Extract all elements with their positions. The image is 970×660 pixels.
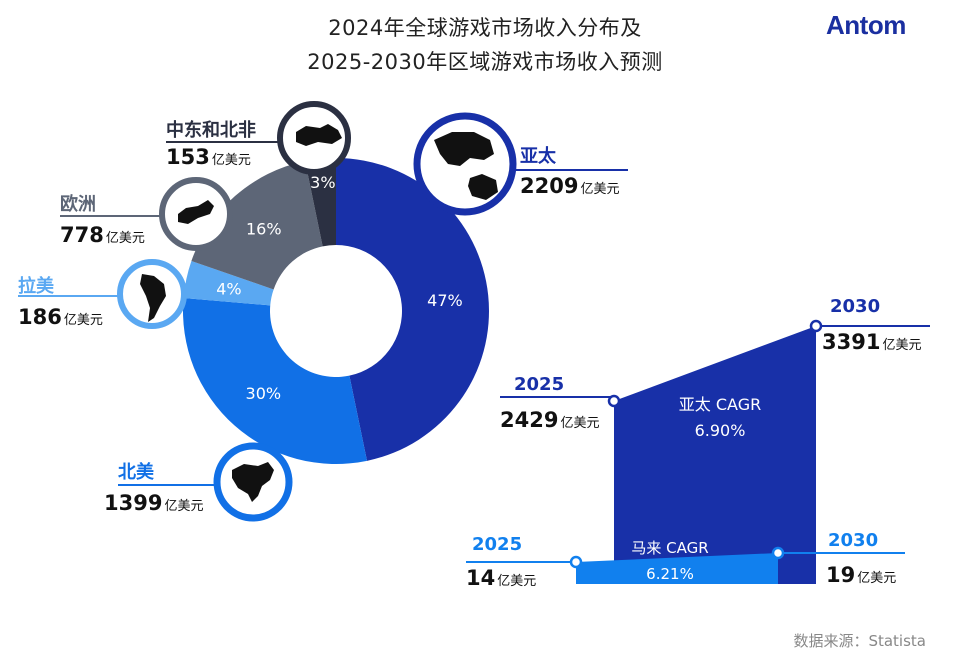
latin-america-map-icon bbox=[117, 259, 187, 329]
latam-label: 拉美 bbox=[18, 276, 54, 297]
mena-value: 153 亿美元 bbox=[166, 145, 251, 169]
middle-east-africa-map-icon bbox=[277, 101, 351, 175]
donut-pct-label-europe: 16% bbox=[246, 220, 282, 239]
apac-cagr-label: 亚太 CAGR bbox=[678, 395, 762, 414]
donut-slice-europe bbox=[191, 161, 323, 290]
my-cagr-value: 6.21% bbox=[646, 565, 694, 583]
north-america-map-icon bbox=[213, 442, 293, 522]
antom-logo: Antom bbox=[826, 10, 906, 40]
my-cagr-annotation: 马来 CAGR 6.21% bbox=[590, 535, 750, 587]
apac-value: 2209 亿美元 bbox=[520, 174, 620, 198]
asia-pacific-map-icon bbox=[413, 112, 517, 216]
my-2030-year: 2030 bbox=[828, 530, 879, 551]
donut-slice-north_america bbox=[182, 297, 368, 464]
north-america-label: 北美 bbox=[118, 462, 154, 483]
apac-cagr-value: 6.90% bbox=[694, 421, 746, 440]
mena-label: 中东和北非 bbox=[166, 120, 256, 141]
north-america-value: 1399 亿美元 bbox=[104, 491, 204, 515]
apac-2030-value: 3391 亿美元 bbox=[822, 330, 922, 354]
europe-map-icon bbox=[159, 177, 233, 251]
donut-pct-label-latam: 4% bbox=[216, 279, 241, 298]
chart-title-line-2: 2025-2030年区域游戏市场收入预测 bbox=[307, 50, 663, 74]
donut-slice-apac bbox=[336, 158, 490, 461]
my-2025-year: 2025 bbox=[472, 534, 523, 555]
europe-label: 欧洲 bbox=[60, 194, 96, 215]
apac-2025-point bbox=[607, 394, 621, 408]
my-2025-point bbox=[569, 555, 583, 569]
donut-connector-lines bbox=[18, 141, 628, 486]
my-2025-value: 14 亿美元 bbox=[466, 566, 537, 590]
donut-slice-mena bbox=[305, 158, 336, 247]
apac-2025-value: 2429 亿美元 bbox=[500, 408, 600, 432]
apac-2030-year: 2030 bbox=[830, 296, 881, 317]
cagr-area-chart bbox=[466, 319, 930, 584]
donut-chart: 47% 30% 4% 16% 3% bbox=[182, 158, 490, 464]
my-2030-value: 19 亿美元 bbox=[826, 563, 897, 587]
my-area bbox=[576, 553, 778, 584]
apac-label: 亚太 bbox=[520, 146, 556, 167]
data-source: 数据来源：Statista bbox=[793, 632, 926, 650]
chart-title-line-1: 2024年全球游戏市场收入分布及 bbox=[328, 16, 642, 40]
my-cagr-label: 马来 CAGR bbox=[631, 539, 709, 557]
apac-2025-year: 2025 bbox=[514, 374, 565, 395]
donut-pct-label-north_america: 30% bbox=[246, 384, 282, 403]
donut-pct-label-apac: 47% bbox=[427, 291, 463, 310]
region-icons bbox=[117, 101, 517, 522]
apac-area bbox=[614, 326, 816, 584]
donut-pct-label-mena: 3% bbox=[310, 173, 335, 192]
latam-value: 186 亿美元 bbox=[18, 305, 103, 329]
my-2030-point bbox=[771, 546, 785, 560]
apac-cagr-annotation: 亚太 CAGR 6.90% bbox=[640, 392, 800, 444]
donut-slice-latam bbox=[183, 261, 274, 306]
apac-2030-point bbox=[809, 319, 823, 333]
europe-value: 778 亿美元 bbox=[60, 223, 145, 247]
